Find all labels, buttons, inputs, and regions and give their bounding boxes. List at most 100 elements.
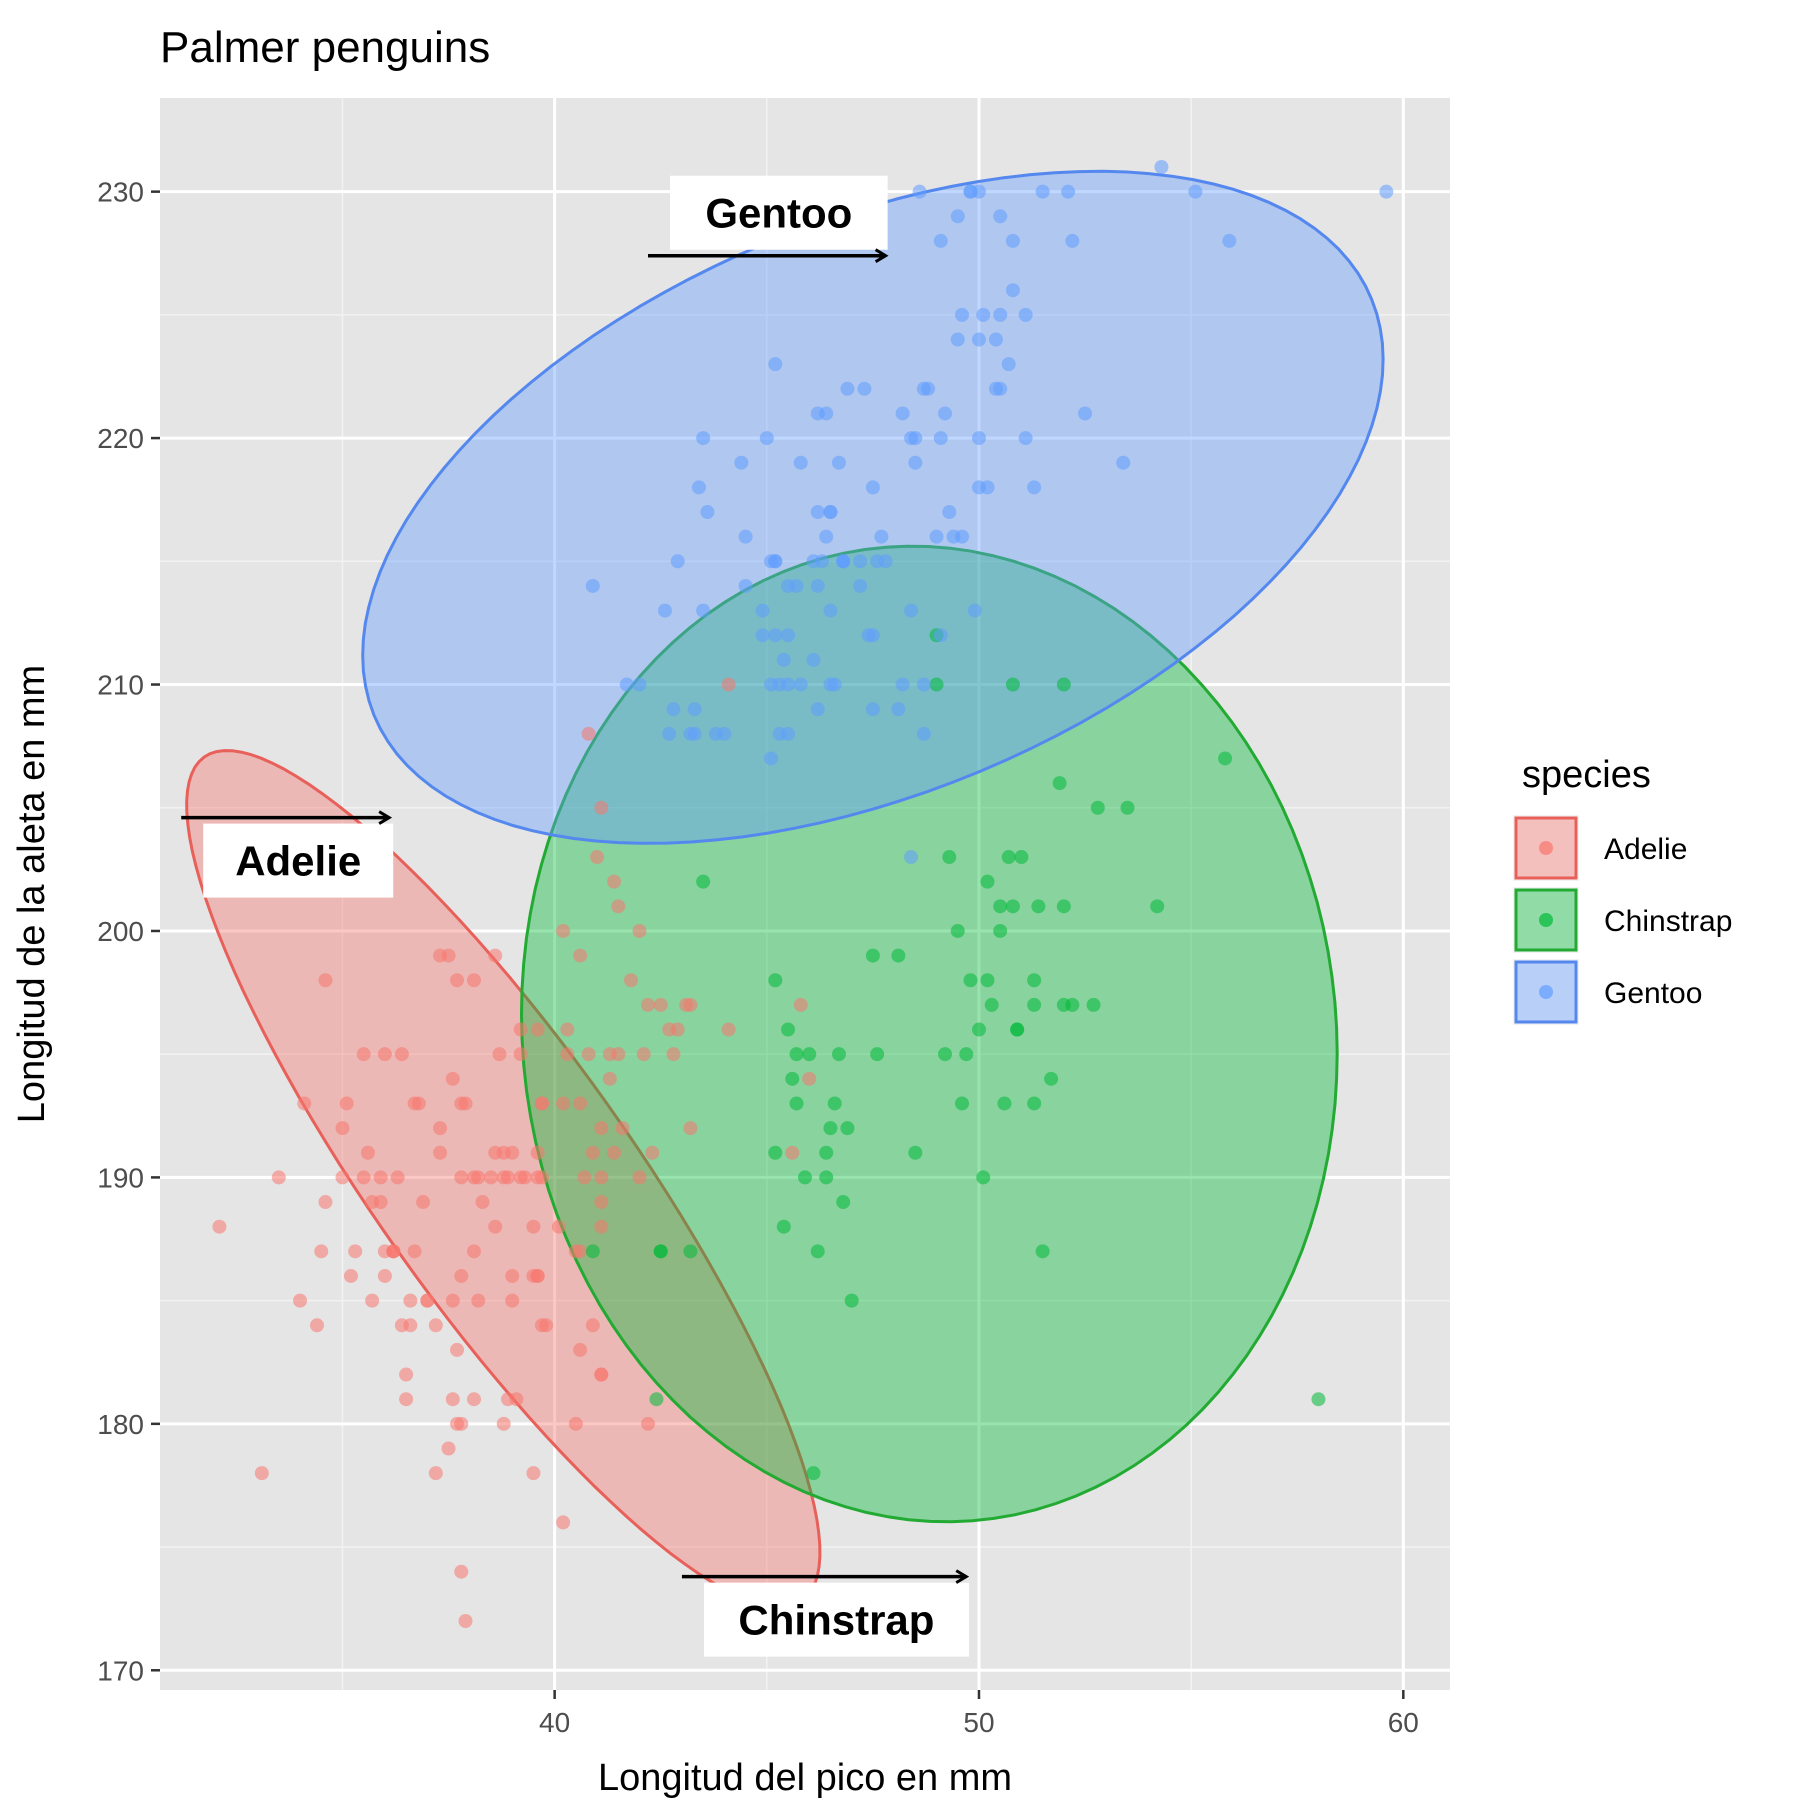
- point-gentoo: [1188, 184, 1203, 199]
- point-gentoo: [793, 455, 808, 470]
- point-adelie: [526, 1219, 541, 1234]
- point-chinstrap: [696, 874, 711, 889]
- point-adelie: [467, 1244, 482, 1259]
- point-gentoo: [670, 554, 685, 569]
- point-gentoo: [1005, 283, 1020, 298]
- point-adelie: [318, 973, 333, 988]
- point-gentoo: [632, 677, 647, 692]
- point-gentoo: [738, 529, 753, 544]
- point-chinstrap: [984, 997, 999, 1012]
- point-adelie: [433, 1121, 448, 1136]
- point-chinstrap: [1035, 1244, 1050, 1259]
- point-chinstrap: [827, 1096, 842, 1111]
- point-chinstrap: [819, 1170, 834, 1185]
- point-adelie: [310, 1318, 325, 1333]
- point-gentoo: [1061, 184, 1076, 199]
- point-adelie: [377, 1047, 392, 1062]
- point-gentoo: [950, 209, 965, 224]
- point-gentoo: [793, 677, 808, 692]
- point-gentoo: [806, 554, 821, 569]
- ellipse-chinstrap: [519, 544, 1339, 1524]
- point-gentoo: [827, 677, 842, 692]
- point-adelie: [348, 1244, 363, 1259]
- point-chinstrap: [1005, 899, 1020, 914]
- point-adelie: [721, 677, 736, 692]
- point-gentoo: [895, 677, 910, 692]
- point-adelie: [534, 1318, 549, 1333]
- point-adelie: [632, 1170, 647, 1185]
- point-adelie: [441, 1441, 456, 1456]
- chart-title: Palmer penguins: [160, 23, 490, 72]
- confidence-ellipses: [185, 169, 1385, 1609]
- point-gentoo: [831, 455, 846, 470]
- point-adelie: [573, 1096, 588, 1111]
- point-gentoo: [963, 184, 978, 199]
- point-gentoo: [865, 480, 880, 495]
- point-chinstrap: [942, 850, 957, 865]
- x-tick-label: 50: [963, 1707, 994, 1738]
- point-adelie: [653, 997, 668, 1012]
- point-adelie: [343, 1268, 358, 1283]
- point-gentoo: [1065, 233, 1080, 248]
- point-chinstrap: [1090, 800, 1105, 815]
- point-adelie: [407, 1244, 422, 1259]
- point-gentoo: [942, 505, 957, 520]
- point-gentoo: [916, 677, 931, 692]
- point-adelie: [534, 1096, 549, 1111]
- point-adelie: [513, 1022, 528, 1037]
- annotation-adelie: Adelie: [181, 810, 394, 898]
- point-adelie: [802, 1071, 817, 1086]
- point-gentoo: [878, 554, 893, 569]
- point-adelie: [450, 973, 465, 988]
- point-adelie: [556, 1515, 571, 1530]
- y-tick-label: 170: [97, 1655, 144, 1686]
- point-adelie: [454, 1268, 469, 1283]
- point-gentoo: [950, 332, 965, 347]
- point-gentoo: [1018, 307, 1033, 322]
- point-chinstrap: [1056, 899, 1071, 914]
- point-gentoo: [971, 431, 986, 446]
- point-adelie: [471, 1293, 486, 1308]
- point-adelie: [212, 1219, 227, 1234]
- point-adelie: [632, 923, 647, 938]
- point-gentoo: [819, 529, 834, 544]
- legend-point: [1539, 841, 1553, 855]
- y-tick-label: 230: [97, 177, 144, 208]
- point-adelie: [551, 1219, 566, 1234]
- point-adelie: [488, 1219, 503, 1234]
- point-adelie: [377, 1244, 392, 1259]
- annotation-label: Chinstrap: [738, 1597, 934, 1644]
- point-adelie: [356, 1170, 371, 1185]
- point-adelie: [615, 1121, 630, 1136]
- point-adelie: [640, 997, 655, 1012]
- point-adelie: [335, 1121, 350, 1136]
- annotation-chinstrap: Chinstrap: [681, 1569, 970, 1657]
- point-chinstrap: [819, 1145, 834, 1160]
- point-adelie: [611, 1047, 626, 1062]
- point-adelie: [607, 874, 622, 889]
- point-adelie: [645, 1145, 660, 1160]
- point-chinstrap: [1150, 899, 1165, 914]
- x-tick-label: 40: [539, 1707, 570, 1738]
- point-adelie: [488, 948, 503, 963]
- point-gentoo: [687, 702, 702, 717]
- point-gentoo: [916, 726, 931, 741]
- point-gentoo: [1018, 431, 1033, 446]
- point-chinstrap: [1218, 751, 1233, 766]
- point-gentoo: [772, 726, 787, 741]
- x-tick-label: 60: [1388, 1707, 1419, 1738]
- point-gentoo: [696, 431, 711, 446]
- point-gentoo: [781, 677, 796, 692]
- point-gentoo: [933, 233, 948, 248]
- point-gentoo: [708, 726, 723, 741]
- point-chinstrap: [785, 1071, 800, 1086]
- point-chinstrap: [891, 948, 906, 963]
- point-adelie: [573, 1244, 588, 1259]
- point-gentoo: [734, 455, 749, 470]
- point-chinstrap: [1027, 973, 1042, 988]
- point-chinstrap: [802, 1047, 817, 1062]
- point-adelie: [581, 726, 596, 741]
- point-adelie: [526, 1466, 541, 1481]
- point-adelie: [483, 1170, 498, 1185]
